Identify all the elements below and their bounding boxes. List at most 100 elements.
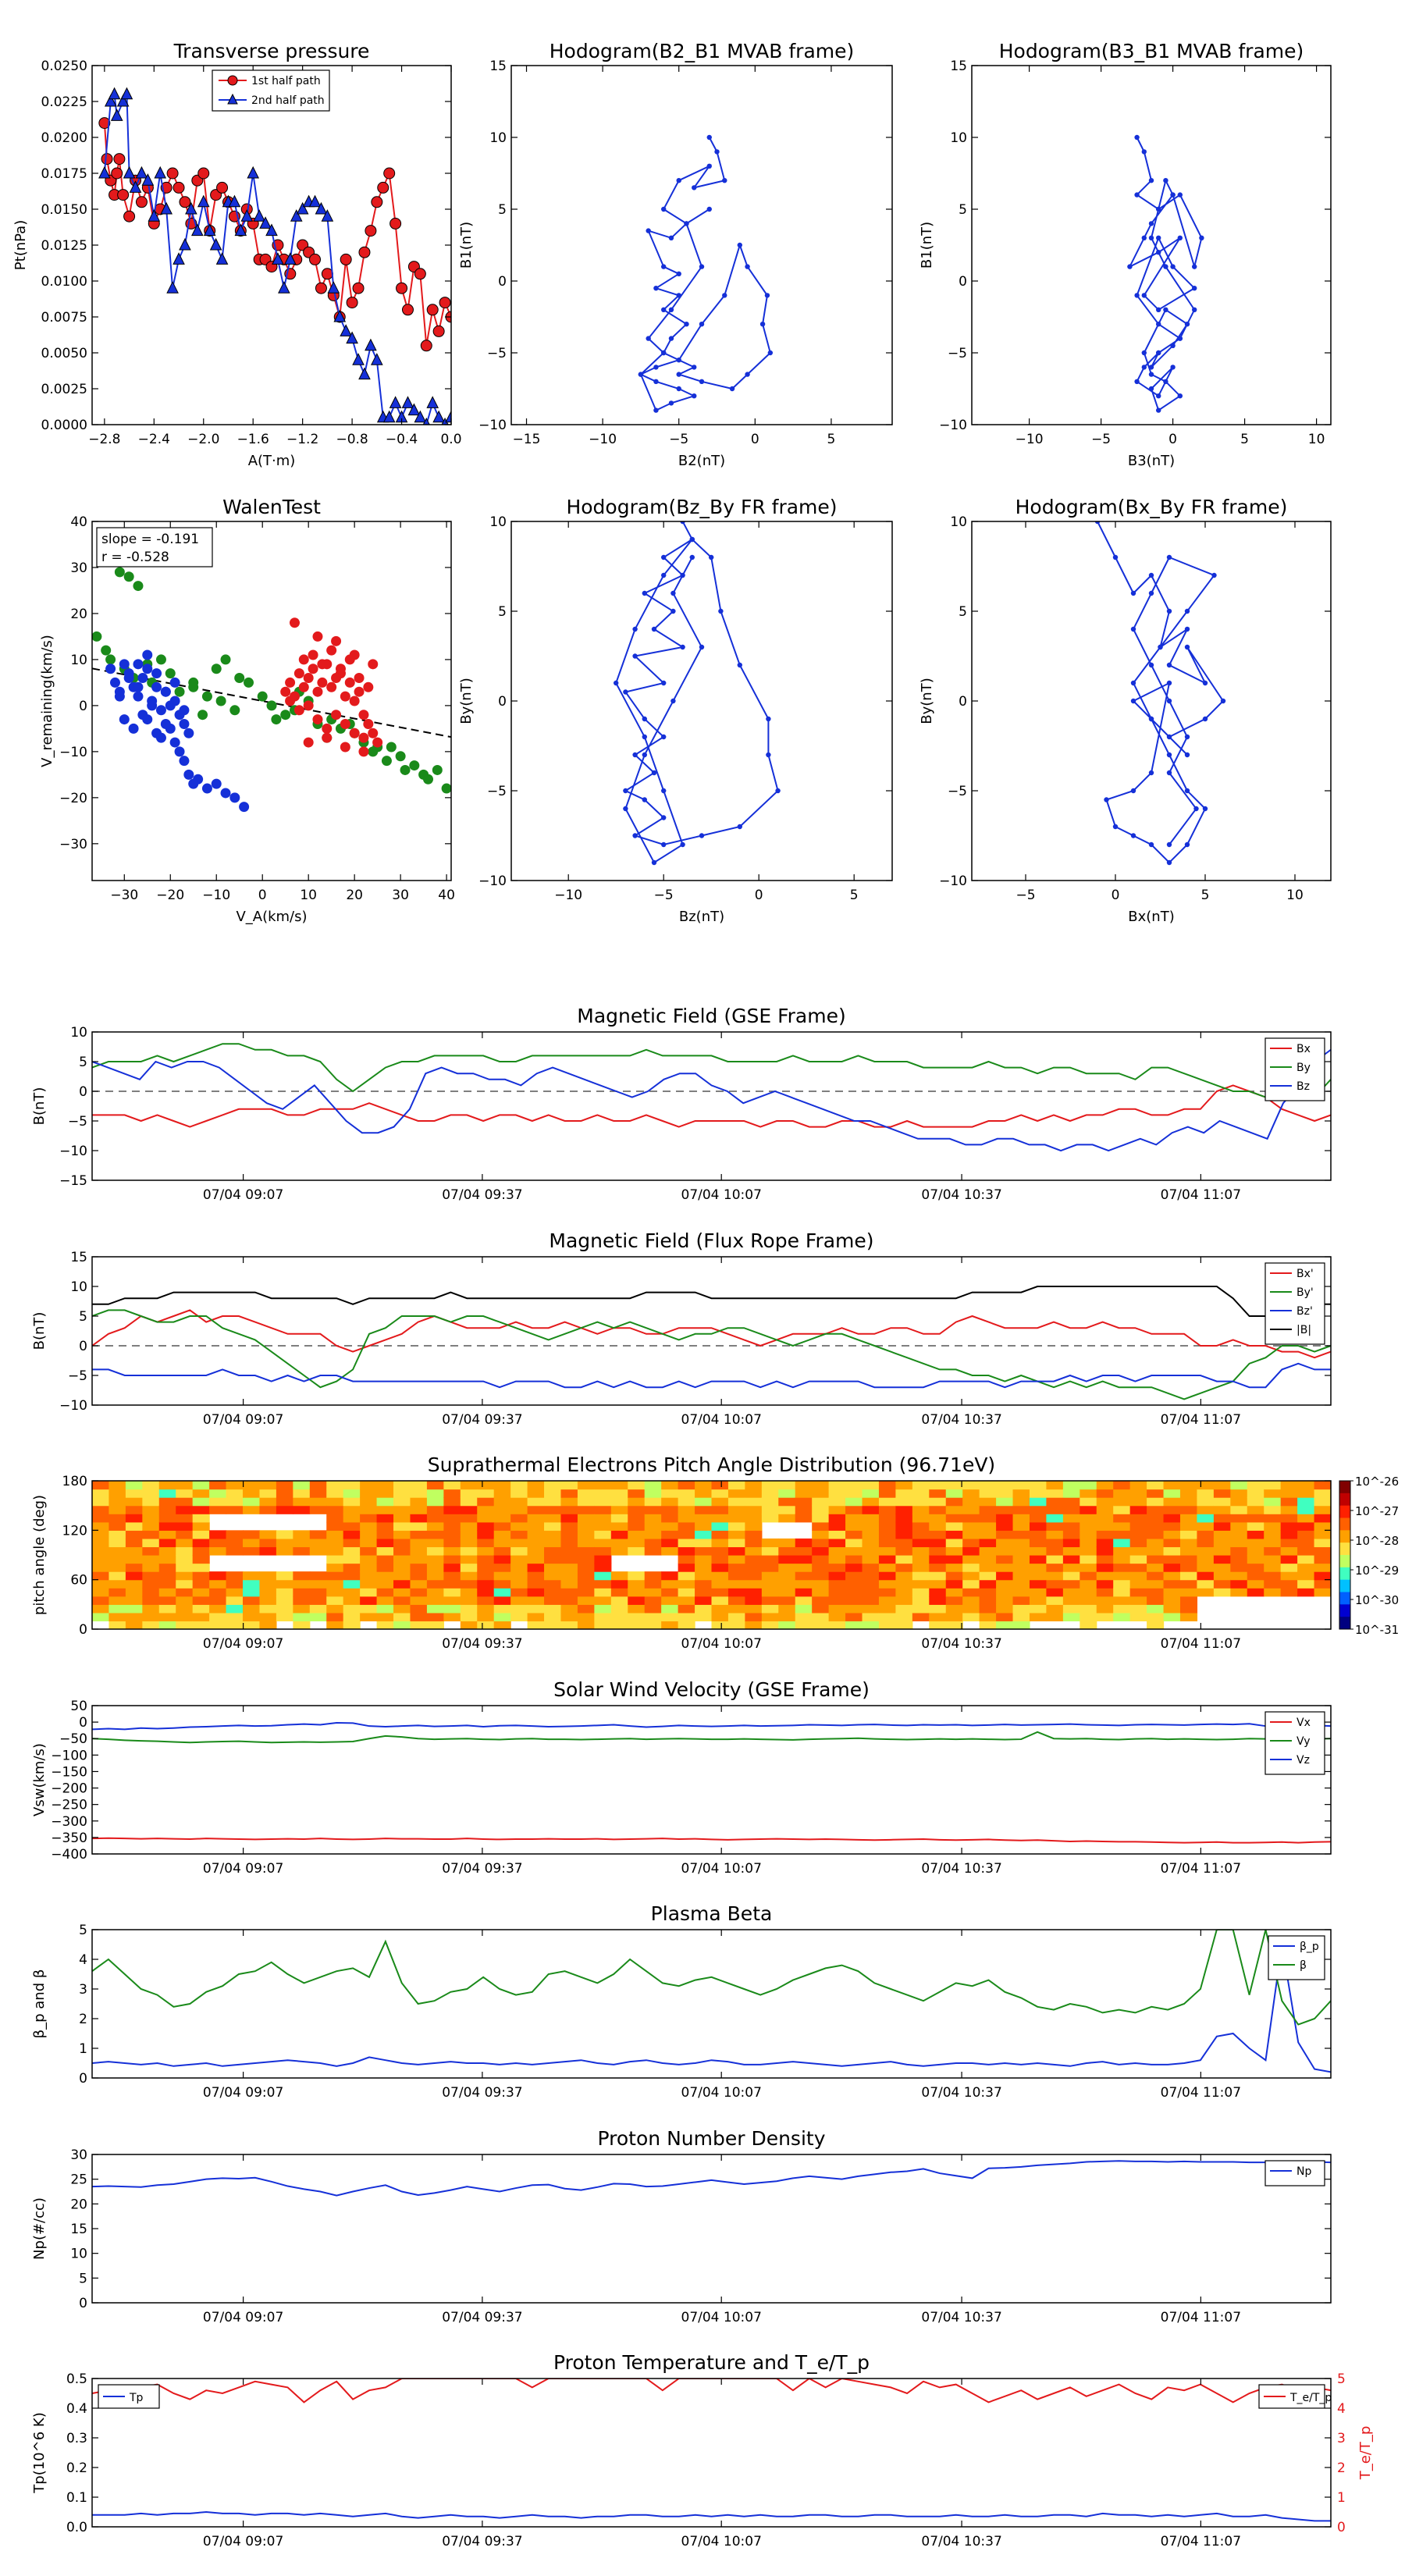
heatmap-cell bbox=[125, 1563, 143, 1572]
heatmap-cell bbox=[727, 1521, 745, 1531]
data-point bbox=[142, 649, 153, 660]
plot-title: Suprathermal Electrons Pitch Angle Distr… bbox=[428, 1453, 995, 1476]
y-right-tick-label: 4 bbox=[1337, 2401, 1346, 2417]
heatmap-cell bbox=[577, 1521, 595, 1531]
heatmap-cell bbox=[544, 1612, 562, 1622]
heatmap-cell bbox=[510, 1604, 528, 1614]
heatmap-cell bbox=[209, 1579, 227, 1589]
heatmap-cell bbox=[510, 1481, 528, 1490]
data-point bbox=[653, 365, 659, 370]
y-tick-label: 10 bbox=[70, 1025, 87, 1041]
data-point bbox=[775, 788, 781, 794]
heatmap-cell bbox=[326, 1481, 344, 1490]
heatmap-cell bbox=[628, 1514, 646, 1523]
data-point bbox=[266, 700, 277, 711]
data-point bbox=[358, 246, 371, 258]
data-point bbox=[160, 686, 171, 697]
data-point bbox=[1130, 680, 1136, 686]
heatmap-cell bbox=[1147, 1571, 1165, 1581]
data-point bbox=[642, 752, 647, 758]
x-tick-label: 07/04 10:07 bbox=[681, 1187, 762, 1203]
heatmap-cell bbox=[1280, 1481, 1298, 1490]
y-tick-label: 0 bbox=[79, 1339, 87, 1354]
data-point bbox=[166, 281, 179, 294]
y-tick-label: 5 bbox=[79, 2271, 87, 2286]
heatmap-cell bbox=[176, 1563, 194, 1572]
heatmap-cell bbox=[360, 1563, 378, 1572]
heatmap-cell bbox=[979, 1604, 997, 1614]
heatmap-cell bbox=[510, 1579, 528, 1589]
data-point bbox=[661, 841, 667, 848]
heatmap-cell bbox=[1129, 1596, 1147, 1605]
heatmap-cell bbox=[1113, 1505, 1131, 1514]
y-axis-label: B1(nT) bbox=[458, 222, 475, 269]
heatmap-cell bbox=[493, 1481, 511, 1490]
data-point bbox=[308, 664, 318, 674]
heatmap-cell bbox=[527, 1538, 545, 1548]
heatmap-cell bbox=[795, 1555, 813, 1564]
y-tick-label: −30 bbox=[59, 837, 87, 852]
data-point bbox=[441, 783, 451, 794]
y-tick-label: 180 bbox=[62, 1474, 87, 1489]
heatmap-cell bbox=[527, 1612, 545, 1622]
heatmap-cell bbox=[996, 1521, 1014, 1531]
heatmap-cell bbox=[1113, 1497, 1131, 1507]
heatmap-cell bbox=[895, 1604, 913, 1614]
heatmap-cell bbox=[1080, 1563, 1097, 1572]
data-point bbox=[1192, 264, 1197, 269]
heatmap-cell bbox=[209, 1546, 227, 1556]
heatmap-cell bbox=[477, 1612, 495, 1622]
y-axis-label: By(nT) bbox=[458, 678, 475, 724]
heatmap-cell bbox=[945, 1612, 963, 1622]
heatmap-cell bbox=[795, 1563, 813, 1572]
heatmap-cell bbox=[326, 1546, 344, 1556]
heatmap-cell bbox=[812, 1596, 830, 1605]
heatmap-cell bbox=[678, 1579, 695, 1589]
data-point bbox=[265, 223, 278, 237]
heatmap-cell bbox=[276, 1546, 293, 1556]
heatmap-cell bbox=[1147, 1596, 1165, 1605]
heatmap-cell bbox=[610, 1588, 628, 1597]
heatmap-cell bbox=[1230, 1521, 1248, 1531]
heatmap-cell bbox=[326, 1571, 344, 1581]
y-tick-label: 10 bbox=[489, 130, 507, 146]
heatmap-cell bbox=[962, 1505, 980, 1514]
heatmap-cell bbox=[510, 1521, 528, 1531]
panel-magfr: Magnetic Field (Flux Rope Frame)07/04 09… bbox=[31, 1229, 1332, 1428]
heatmap-cell bbox=[544, 1604, 562, 1614]
x-tick-label: 07/04 09:37 bbox=[442, 1187, 522, 1203]
heatmap-cell bbox=[695, 1489, 713, 1498]
data-point bbox=[1130, 788, 1136, 794]
heatmap-cell bbox=[678, 1481, 695, 1490]
legend-label: Bx' bbox=[1297, 1268, 1314, 1280]
data-point bbox=[1177, 336, 1183, 341]
heatmap-cell bbox=[979, 1563, 997, 1572]
heatmap-cell bbox=[1113, 1555, 1131, 1564]
heatmap-cell bbox=[644, 1604, 662, 1614]
data-point bbox=[123, 165, 136, 179]
heatmap-cell bbox=[309, 1497, 327, 1507]
data-point bbox=[312, 631, 323, 642]
heatmap-cell bbox=[1080, 1621, 1097, 1629]
heatmap-cell bbox=[678, 1555, 695, 1564]
heatmap-cell bbox=[695, 1546, 713, 1556]
y-tick-label: 5 bbox=[79, 1309, 87, 1325]
heatmap-cell bbox=[1163, 1579, 1181, 1589]
heatmap-cell bbox=[1096, 1538, 1114, 1548]
heatmap-cell bbox=[477, 1481, 495, 1490]
data-point bbox=[179, 705, 190, 716]
heatmap-cell bbox=[1147, 1514, 1165, 1523]
heatmap-cell bbox=[158, 1555, 176, 1564]
heatmap-cell bbox=[343, 1481, 361, 1490]
heatmap-cell bbox=[895, 1612, 913, 1622]
data-point bbox=[333, 309, 347, 322]
heatmap-cell bbox=[862, 1505, 880, 1514]
plot-area bbox=[92, 2379, 1331, 2522]
heatmap-cell bbox=[1163, 1521, 1181, 1531]
heatmap-cell bbox=[326, 1596, 344, 1605]
plot-title: Solar Wind Velocity (GSE Frame) bbox=[553, 1678, 870, 1701]
heatmap-cell bbox=[711, 1612, 729, 1622]
heatmap-cell bbox=[158, 1571, 176, 1581]
y-axis-label: Vsw(km/s) bbox=[31, 1743, 48, 1816]
heatmap-cell bbox=[125, 1621, 143, 1629]
